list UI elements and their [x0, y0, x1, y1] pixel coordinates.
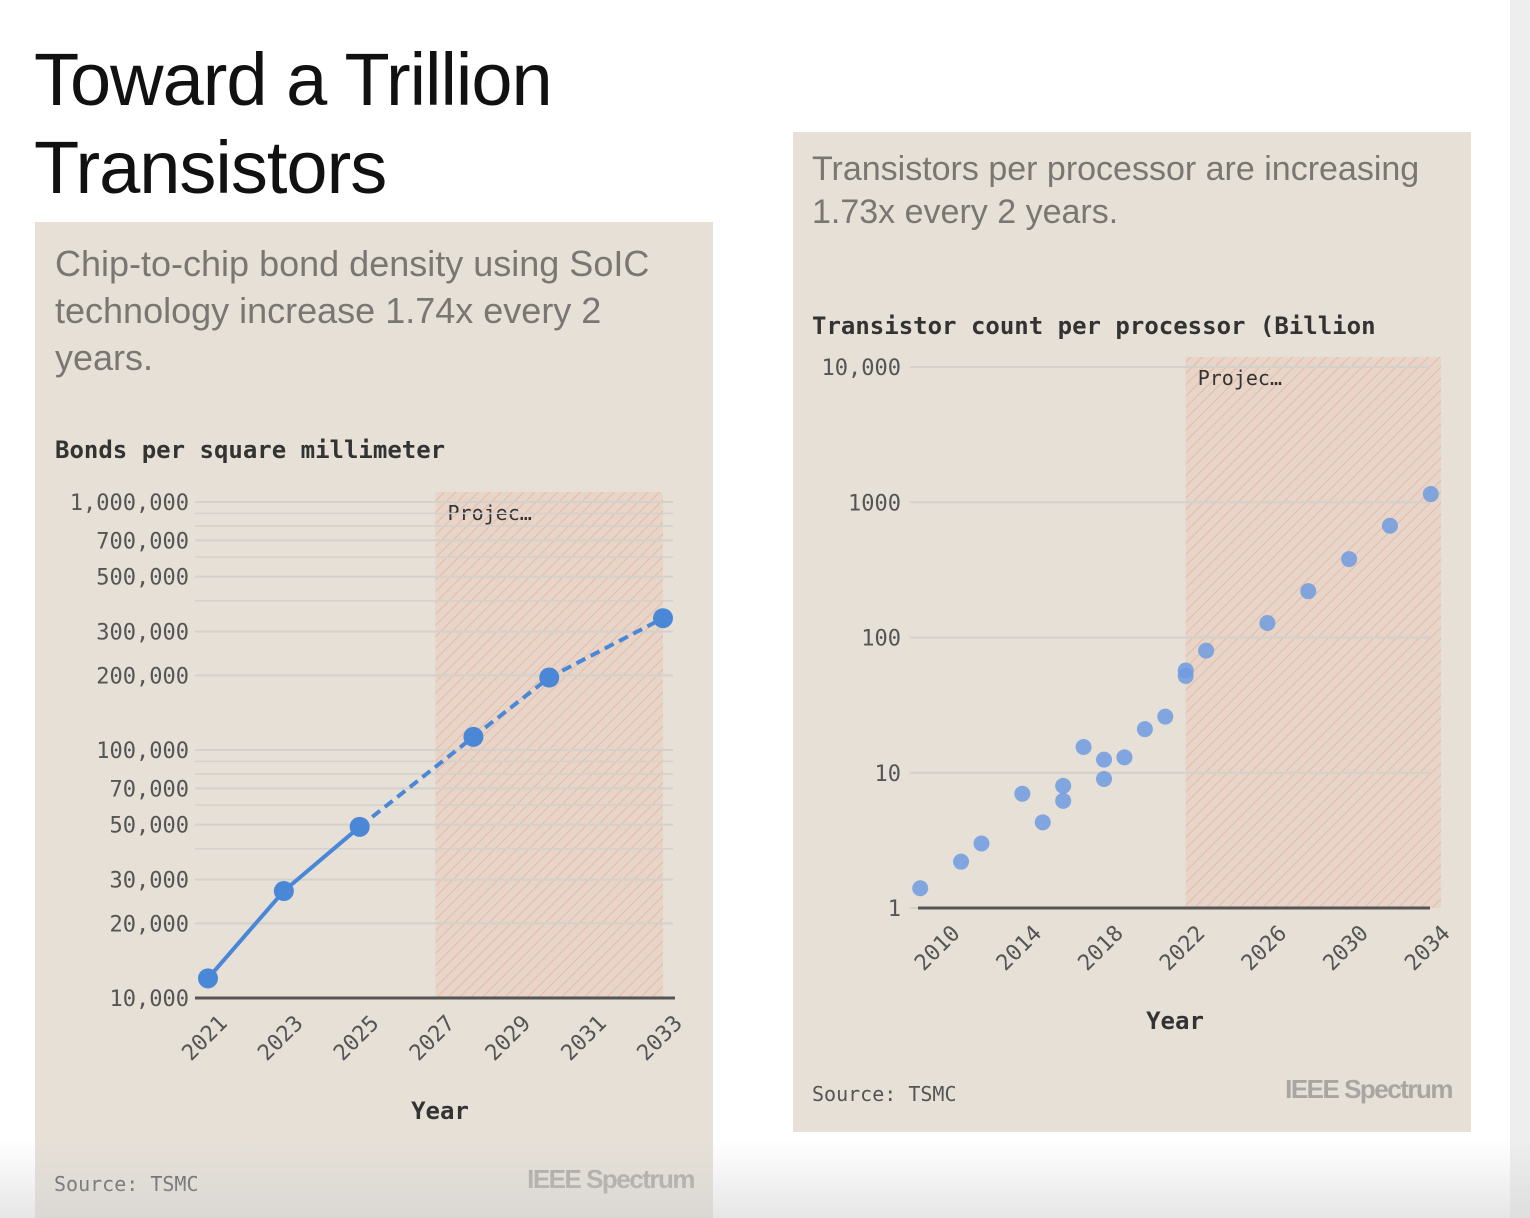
transistor-data-point [1300, 583, 1317, 600]
transistor-data-point [1034, 814, 1051, 831]
transistor-data-point [1075, 739, 1092, 756]
bond-y-tick-label: 1,000,000 [70, 491, 189, 516]
transistor-x-tick-label: 2026 [1237, 921, 1292, 976]
transistor-projection-label: Projec… [1198, 366, 1282, 390]
bond-data-point [653, 608, 673, 629]
bond-x-axis-label: Year [411, 1097, 469, 1125]
bond-density-panel: Chip-to-chip bond density using SoIC tec… [35, 222, 713, 1218]
bond-density-chart: Projec…10,00020,00030,00050,00070,000100… [70, 491, 688, 1125]
ieee-spectrum-logo: IEEE Spectrum [1285, 1074, 1453, 1104]
transistor-y-tick-label: 1 [888, 897, 901, 922]
bond-y-tick-label: 70,000 [110, 777, 189, 802]
ieee-spectrum-logo: IEEE Spectrum [527, 1164, 695, 1194]
transistor-count-panel: Transistors per processor are increasing… [793, 132, 1471, 1132]
bond-x-tick-label: 2029 [481, 1011, 536, 1066]
transistor-data-point [1096, 770, 1113, 787]
page-title-line1: Toward a Trillion [34, 38, 553, 121]
bond-series-line-dashed [358, 616, 664, 829]
bond-data-point [273, 881, 294, 902]
page-title-line2: Transistors [34, 126, 387, 209]
bond-data-point [463, 726, 484, 747]
bond-y-tick-label: 300,000 [96, 621, 189, 646]
bond-y-tick-label: 700,000 [96, 529, 189, 554]
transistor-data-point [1136, 721, 1153, 738]
bond-data-point [198, 968, 218, 989]
transistor-x-tick-label: 2034 [1400, 921, 1455, 976]
bond-density-source: Source: TSMC [54, 1172, 199, 1196]
bond-series-line-solid [206, 825, 361, 980]
transistor-data-point [1055, 777, 1072, 794]
transistor-y-tick-label: 10 [875, 762, 902, 787]
transistor-data-point [912, 880, 929, 897]
bond-density-chart-title: Bonds per square millimeter [55, 436, 446, 464]
transistor-data-point [1341, 551, 1358, 568]
transistor-y-tick-label: 1000 [848, 491, 901, 516]
bond-x-tick-label: 2021 [178, 1011, 233, 1066]
transistor-x-tick-label: 2018 [1074, 921, 1129, 976]
transistor-data-point [1259, 614, 1276, 631]
transistor-y-tick-label: 10,000 [822, 356, 901, 381]
transistor-count-source: Source: TSMC [812, 1082, 957, 1106]
bond-x-tick-label: 2025 [329, 1011, 384, 1066]
transistor-data-point [1198, 642, 1215, 659]
bond-y-tick-label: 30,000 [110, 869, 189, 894]
window-edge [1510, 0, 1530, 1218]
bond-y-tick-label: 20,000 [110, 912, 189, 937]
transistor-x-axis-label: Year [1146, 1007, 1204, 1035]
bond-x-tick-label: 2031 [557, 1011, 612, 1066]
transistor-x-tick-label: 2022 [1155, 921, 1210, 976]
transistor-data-point [973, 835, 990, 852]
transistor-data-point [1422, 486, 1439, 503]
bond-x-tick-label: 2033 [633, 1011, 688, 1066]
bond-x-tick-label: 2027 [405, 1011, 460, 1066]
transistor-x-tick-label: 2010 [910, 921, 965, 976]
transistor-data-point [1055, 792, 1072, 809]
bond-y-tick-label: 100,000 [96, 739, 189, 764]
bond-data-point [539, 667, 560, 688]
transistor-data-point [953, 853, 970, 870]
transistor-data-point [1381, 517, 1398, 534]
transistor-data-point [1157, 708, 1174, 725]
transistor-data-point [1014, 785, 1031, 802]
transistor-count-chart-title: Transistor count per processor (Billion [812, 312, 1376, 340]
transistor-data-point [1096, 751, 1113, 768]
bond-y-tick-label: 200,000 [96, 664, 189, 689]
transistor-projection-hatch [1185, 357, 1441, 908]
page-title: Toward a Trillion Transistors [34, 36, 734, 212]
bond-data-point [349, 816, 370, 837]
transistor-count-subtitle: Transistors per processor are increasing… [812, 150, 1420, 231]
bond-y-tick-label: 50,000 [110, 814, 189, 839]
transistor-x-tick-label: 2014 [992, 921, 1047, 976]
transistor-data-point [1116, 749, 1133, 766]
bond-y-tick-label: 10,000 [110, 987, 189, 1012]
transistor-data-point [1177, 662, 1194, 679]
bond-density-subtitle: Chip-to-chip bond density using SoIC tec… [55, 243, 650, 378]
transistor-y-tick-label: 100 [861, 627, 901, 652]
transistor-x-tick-label: 2030 [1319, 921, 1374, 976]
transistor-count-chart: Projec… 1 10 100 1000 10,000 2010 2014 2018 2022 2… [822, 356, 1456, 1035]
bond-y-tick-label: 500,000 [96, 566, 189, 591]
bond-x-tick-label: 2023 [253, 1011, 308, 1066]
